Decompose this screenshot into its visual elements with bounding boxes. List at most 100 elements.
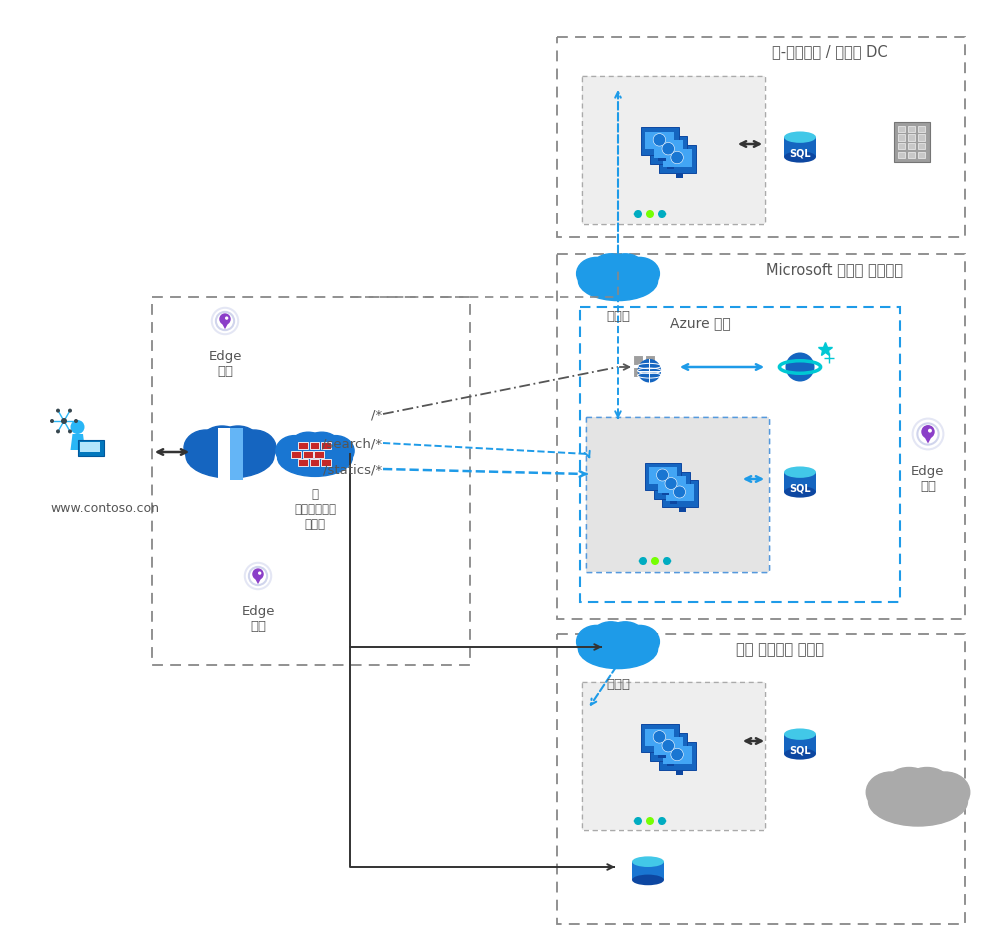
Bar (586, 417, 769, 573)
Bar (908, 135, 915, 141)
Ellipse shape (292, 432, 325, 457)
Text: Edge
위치: Edge 위치 (911, 464, 945, 492)
Ellipse shape (593, 622, 628, 648)
Bar (645, 356, 655, 366)
Ellipse shape (184, 431, 228, 466)
Circle shape (637, 359, 661, 383)
Text: 기타 클라우드 서비스: 기타 클라우드 서비스 (736, 641, 824, 656)
Circle shape (656, 470, 669, 481)
Bar (641, 724, 679, 753)
Circle shape (928, 430, 932, 433)
Bar (659, 146, 696, 174)
Bar (557, 38, 965, 238)
Ellipse shape (304, 432, 339, 457)
Bar (645, 463, 681, 490)
Ellipse shape (276, 436, 313, 467)
Bar (321, 443, 331, 450)
Bar (653, 472, 690, 499)
Bar (908, 153, 915, 159)
Bar (784, 735, 816, 754)
Bar (918, 135, 926, 141)
Ellipse shape (632, 874, 664, 885)
Bar (641, 128, 679, 156)
Bar (586, 417, 769, 573)
Circle shape (634, 817, 642, 826)
Bar (918, 153, 926, 159)
Circle shape (68, 409, 72, 413)
Polygon shape (924, 437, 932, 444)
Bar (658, 156, 666, 162)
Ellipse shape (578, 629, 658, 669)
Bar (309, 443, 319, 450)
Bar (650, 734, 688, 762)
Bar (898, 135, 905, 141)
Bar (676, 770, 684, 776)
Ellipse shape (593, 255, 628, 280)
Ellipse shape (784, 749, 816, 760)
Bar (659, 742, 696, 770)
Bar (292, 451, 301, 459)
Bar (582, 77, 765, 225)
Bar (321, 460, 331, 467)
Text: 온-프레미스 / 레거시 DC: 온-프레미스 / 레거시 DC (772, 44, 887, 59)
Text: SQL: SQL (789, 149, 811, 158)
Bar (662, 490, 669, 495)
Ellipse shape (218, 427, 258, 455)
Ellipse shape (632, 856, 664, 867)
Bar (557, 255, 965, 620)
Bar (645, 132, 675, 150)
Ellipse shape (186, 434, 274, 478)
Circle shape (61, 418, 67, 425)
Circle shape (658, 817, 666, 826)
Bar (658, 753, 666, 758)
Ellipse shape (232, 431, 276, 466)
Bar (582, 77, 765, 225)
Bar (663, 746, 692, 764)
Bar (309, 460, 319, 467)
Polygon shape (255, 578, 261, 585)
Ellipse shape (202, 427, 242, 455)
Circle shape (653, 135, 666, 147)
Bar (670, 499, 677, 504)
Bar (586, 417, 769, 573)
Bar (557, 635, 965, 924)
Bar (230, 429, 243, 480)
Bar (649, 467, 677, 485)
Text: Microsoft 글로벌 네트워크: Microsoft 글로벌 네트워크 (766, 262, 903, 277)
Polygon shape (222, 324, 229, 329)
Ellipse shape (607, 622, 643, 648)
Text: Azure 지역: Azure 지역 (670, 315, 730, 329)
Bar (918, 144, 926, 151)
Text: /*: /* (370, 408, 382, 421)
Bar (582, 682, 765, 830)
Bar (898, 153, 905, 159)
Ellipse shape (576, 258, 617, 290)
Text: Edge
위치: Edge 위치 (208, 350, 241, 377)
Ellipse shape (904, 768, 950, 799)
Ellipse shape (869, 777, 967, 826)
Text: SQL: SQL (789, 483, 811, 493)
Circle shape (785, 353, 815, 382)
Bar (582, 77, 765, 225)
Bar (894, 123, 930, 163)
Bar (666, 485, 694, 502)
Text: www.contoso.con: www.contoso.con (50, 502, 160, 515)
Bar (298, 443, 308, 450)
Circle shape (671, 153, 684, 165)
Circle shape (653, 731, 666, 743)
Bar (152, 298, 470, 665)
Circle shape (639, 558, 647, 565)
Bar (908, 126, 915, 133)
Text: SQL: SQL (789, 745, 811, 755)
Bar (645, 729, 675, 746)
Circle shape (225, 317, 229, 320)
Text: 인터넷: 인터넷 (606, 678, 630, 690)
Circle shape (56, 430, 60, 434)
Bar (80, 443, 99, 452)
Bar (654, 738, 684, 755)
Bar (633, 356, 643, 366)
Bar (218, 429, 230, 480)
Circle shape (651, 558, 659, 565)
Bar (645, 367, 655, 377)
Circle shape (68, 430, 72, 434)
